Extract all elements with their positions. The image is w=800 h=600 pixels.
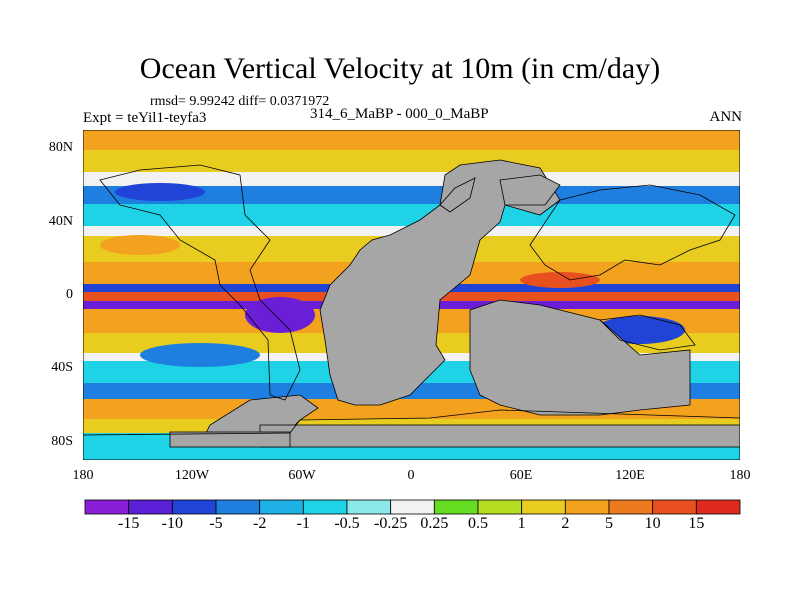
colorbar-swatch (695, 499, 741, 515)
colorbar-label: -0.5 (334, 515, 360, 532)
band-arctic (83, 130, 740, 150)
colorbar-label: 1 (517, 515, 526, 532)
lon-tick-0: 0 (407, 468, 415, 483)
colorbar-swatch (608, 499, 654, 515)
map-title: Ocean Vertical Velocity at 10m (in cm/da… (139, 52, 661, 85)
stats-label: rmsd= 9.99242 diff= 0.0371972 (150, 94, 330, 109)
colorbar-label: -5 (209, 515, 223, 532)
season-label: ANN (709, 109, 743, 125)
lon-tick-60w: 60W (288, 468, 316, 483)
colorbar-label: 5 (605, 515, 613, 532)
colorbar-swatch (171, 499, 217, 515)
coastline-america (99, 164, 301, 401)
colorbar-label: -10 (161, 515, 183, 532)
band-north-polar (83, 150, 740, 172)
colorbar-label: 15 (688, 515, 705, 532)
colorbar-swatch (433, 499, 479, 515)
band-north-midb (83, 204, 740, 226)
colorbar-swatch (84, 499, 130, 515)
lon-tick-120e: 120E (615, 468, 645, 483)
colorbar-swatch (215, 499, 261, 515)
land-antarctica-east (169, 431, 291, 448)
colorbar-swatch (521, 499, 566, 515)
colorbar-swatch (652, 499, 697, 515)
blob-indian (520, 272, 600, 288)
coastline-antarctica (83, 409, 740, 436)
lat-tick-40s: 40S (51, 360, 73, 375)
experiment-label: Expt = teYil1-teyfa3 (83, 110, 207, 126)
colorbar-swatch (477, 499, 523, 515)
band-north-sub (83, 172, 740, 186)
land-north-continent (319, 159, 561, 406)
coastline-pacific-islands (599, 314, 696, 351)
lon-tick-120w: 120W (174, 468, 210, 483)
case-label: 314_6_MaBP - 000_0_MaBP (310, 106, 489, 122)
lat-tick-80n: 80N (48, 140, 73, 155)
colorbar-swatch (390, 499, 435, 515)
land-north-arm (439, 177, 476, 213)
colorbar-swatch (128, 499, 173, 515)
colorbar-label: 2 (561, 515, 570, 532)
blob-pacific-s (140, 343, 260, 367)
blob-pacific-nw (115, 183, 205, 201)
blob-pacific-n (100, 235, 180, 255)
colorbar-label: 0.25 (420, 515, 449, 532)
lat-tick-0: 0 (66, 287, 73, 302)
blob-east-pacific (245, 297, 315, 333)
lon-tick-60e: 60E (509, 468, 533, 483)
colorbar-swatch (259, 499, 304, 515)
lat-tick-80s: 80S (51, 434, 73, 449)
lon-tick-180w: 180 (72, 468, 94, 483)
colorbar-label: -2 (252, 515, 267, 532)
colorbar-label: -1 (296, 515, 310, 532)
colorbar-swatch (346, 499, 392, 515)
lat-tick-40n: 40N (48, 214, 73, 229)
band-north-mid (83, 186, 740, 204)
colorbar-swatch (302, 499, 348, 515)
coastline-eurasia (529, 184, 736, 281)
colorbar-label: -15 (117, 515, 140, 532)
colorbar-label: -0.25 (373, 515, 408, 532)
colorbar-swatch (564, 499, 610, 515)
lon-tick-180e: 180 (729, 468, 751, 483)
land-arctic-island (499, 174, 561, 206)
land-eastern-continent (469, 299, 691, 416)
colorbar-label: 10 (644, 515, 661, 532)
colorbar-label: 0.5 (468, 515, 488, 532)
